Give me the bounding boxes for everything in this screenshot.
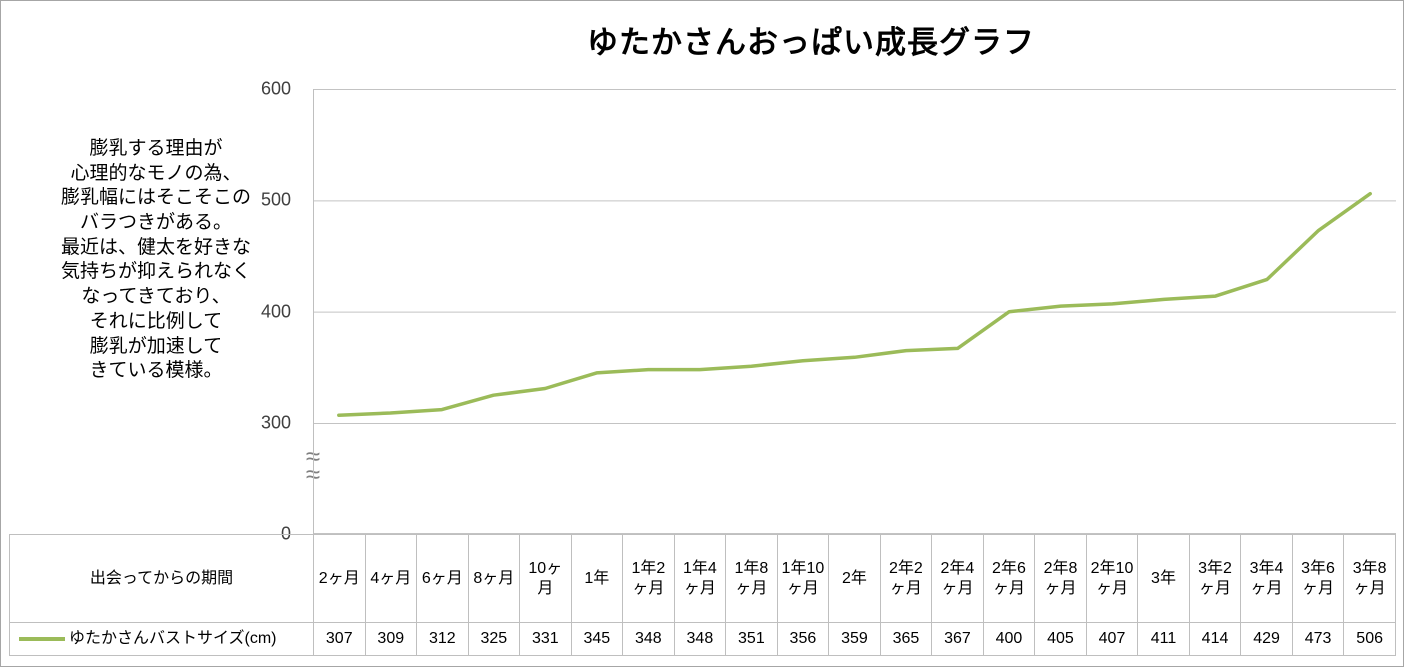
period-cell: 2年2ヶ月 [879,534,933,623]
y-axis-tick-label: 600 [260,78,291,99]
y-axis-tick-label: 500 [260,189,291,210]
y-axis: 600 500 400 300 0 [1,79,301,544]
series-legend: ゆたかさんバストサイズ(cm) [9,622,314,656]
period-cell: 3年8ヶ月 [1343,534,1396,623]
data-table: 出会ってからの期間 2ヶ月 4ヶ月 6ヶ月 8ヶ月 10ヶ月 1年 1年2ヶ月 1年4ヶ月 1年… [9,534,1396,656]
series-line [337,191,1372,417]
period-cell: 1年10ヶ月 [776,534,830,623]
value-cell: 312 [416,622,469,656]
value-cell: 506 [1343,622,1396,656]
value-cell: 359 [828,622,881,656]
period-cell: 2ヶ月 [313,534,366,623]
value-cell: 345 [570,622,624,656]
value-cell: 411 [1137,622,1190,656]
value-cell: 309 [364,622,418,656]
period-cell: 1年4ヶ月 [673,534,727,623]
y-axis-tick-label: 400 [260,301,291,322]
period-cell: 2年8ヶ月 [1034,534,1087,623]
value-cell: 414 [1188,622,1242,656]
period-cell: 3年6ヶ月 [1291,534,1345,623]
value-cell: 400 [982,622,1036,656]
value-row: ゆたかさんバストサイズ(cm) 307 309 312 325 331 345 348 348… [9,622,1396,656]
value-cell: 331 [519,622,572,656]
period-cell: 3年 [1137,534,1190,623]
value-cell: 325 [467,622,521,656]
period-row: 出会ってからの期間 2ヶ月 4ヶ月 6ヶ月 8ヶ月 10ヶ月 1年 1年2ヶ月 1年4ヶ月 1年… [9,534,1396,623]
period-cell: 10ヶ月 [519,534,572,623]
y-axis-tick-label: 300 [260,412,291,433]
period-cell: 2年4ヶ月 [931,534,984,623]
chart-title: ゆたかさんおっぱい成長グラフ [587,25,1035,60]
value-cell: 351 [725,622,778,656]
value-cell: 407 [1085,622,1139,656]
value-cell: 348 [673,622,727,656]
value-cell: 356 [776,622,830,656]
value-cell: 307 [313,622,366,656]
value-cell: 473 [1291,622,1345,656]
period-cell: 1年 [570,534,624,623]
period-cell: 1年2ヶ月 [622,534,675,623]
period-row-label: 出会ってからの期間 [9,534,314,623]
line-chart [313,89,1396,534]
period-cell: 3年4ヶ月 [1240,534,1293,623]
period-cell: 2年10ヶ月 [1085,534,1139,623]
value-cell: 429 [1240,622,1293,656]
y-axis-tick-label: 0 [280,523,291,544]
period-cell: 3年2ヶ月 [1188,534,1242,623]
period-cell: 8ヶ月 [467,534,521,623]
period-cell: 1年8ヶ月 [725,534,778,623]
value-cell: 367 [931,622,984,656]
legend-line-icon [19,637,65,641]
value-cell: 365 [879,622,933,656]
period-cell: 4ヶ月 [364,534,418,623]
period-cell: 6ヶ月 [416,534,469,623]
annotation-text: 膨乳する理由が 心理的なモノの為、 膨乳幅にはそこそこの バラつきがある。 最近… [60,138,251,382]
legend-label: ゆたかさんバストサイズ(cm) [69,630,277,647]
value-cell: 405 [1034,622,1087,656]
period-cell: 2年 [828,534,881,623]
period-cell: 2年6ヶ月 [982,534,1036,623]
value-cell: 348 [622,622,675,656]
